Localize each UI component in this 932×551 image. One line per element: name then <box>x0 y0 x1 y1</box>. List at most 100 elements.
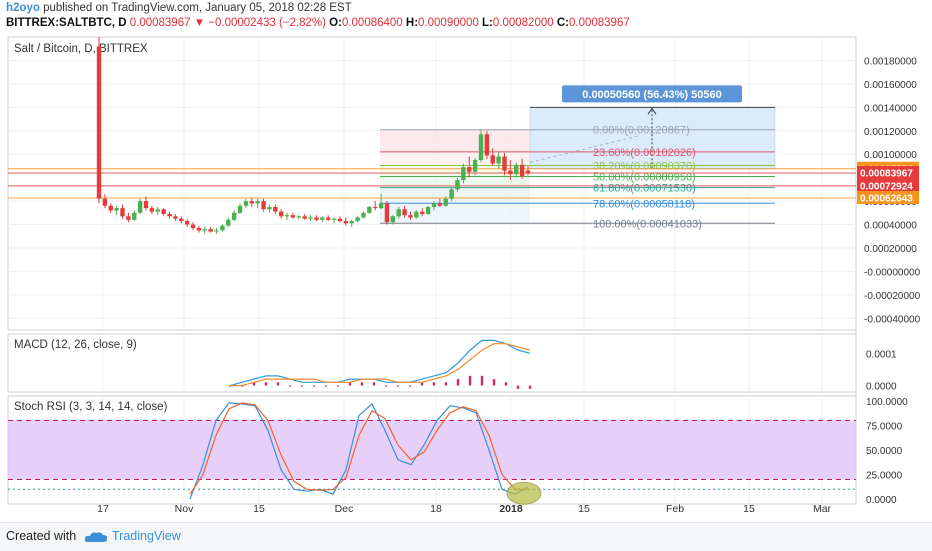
candle-body <box>496 156 501 164</box>
candle-body <box>302 216 307 219</box>
macd-hist-bar <box>528 385 532 389</box>
price-tag-2: 0.00072924 <box>860 181 913 192</box>
candle-body <box>184 221 190 225</box>
candle-body <box>278 211 284 217</box>
candle-body <box>114 208 119 211</box>
x-tick-label: 15 <box>743 503 755 515</box>
rsi-series-0 <box>189 402 529 500</box>
rsi-y-tick: 75.0000 <box>866 421 903 432</box>
x-tick-label: Dec <box>335 503 354 515</box>
fib-label-3: 50.00%(0.00080950) <box>593 172 696 184</box>
macd-hist-bar <box>516 385 520 389</box>
candle-body <box>331 218 337 220</box>
fib-zone-4 <box>380 187 530 204</box>
tradingview-link[interactable]: TradingView <box>112 529 181 543</box>
candle-body <box>108 205 113 211</box>
fib-zone-0 <box>380 129 530 152</box>
arrow-up-icon <box>647 107 657 115</box>
price-tag-bg-2 <box>857 178 919 192</box>
candle-body <box>208 229 213 232</box>
fib-label-4: 61.80%(0.00071530) <box>593 183 696 195</box>
price-tag-3: 0.00062643 <box>860 193 913 204</box>
candle-body <box>249 201 254 204</box>
candle-body <box>226 219 231 226</box>
macd-hist-bar <box>444 382 448 386</box>
candle-body <box>143 201 149 209</box>
macd-hist-bar <box>432 382 436 386</box>
candle-body <box>455 179 460 190</box>
y-tick-label: 0.00020000 <box>864 244 917 255</box>
y-tick-label: -0.00020000 <box>864 291 921 302</box>
candle-body <box>420 211 425 214</box>
projection-label: 0.00050560 (56.43%) 50560 <box>582 89 721 101</box>
macd-hist-bar <box>492 379 496 386</box>
candle-body <box>425 206 431 214</box>
low-value: 0.00082000 <box>492 17 554 29</box>
candle-body <box>132 212 137 220</box>
candle-body <box>126 216 131 220</box>
candle-body <box>261 201 266 210</box>
macd-hist-bar <box>480 375 484 386</box>
macd-hist-bar <box>348 382 352 386</box>
macd-hist-bar <box>252 382 256 386</box>
candle-body <box>149 208 155 212</box>
projection-box <box>529 107 776 169</box>
rsi-y-tick: 50.0000 <box>866 446 903 457</box>
candle-body <box>214 230 219 232</box>
x-tick-label: 18 <box>430 503 442 515</box>
candle-body <box>167 213 172 217</box>
chart-canvas[interactable]: 17 Nov 15 Dec 18 2018 15 Feb 15 Mar 0.00180000 0.00… <box>0 32 932 522</box>
candle-body <box>308 217 313 219</box>
rsi-y-tick: 100.0000 <box>866 397 908 408</box>
candle-body <box>267 206 272 210</box>
fib-zone-1 <box>380 151 530 166</box>
rsi-y-tick: 25.0000 <box>866 471 903 482</box>
price-tag-bg-1 <box>857 165 919 179</box>
fib-label-5: 78.60%(0.00058118) <box>593 198 695 210</box>
y-tick-label: 0.00140000 <box>864 103 917 114</box>
candle-body <box>402 209 407 216</box>
candle-body <box>337 218 343 222</box>
candle-body <box>484 134 490 156</box>
rsi-title: Stoch RSI (3, 3, 14, 14, close) <box>14 401 168 413</box>
candle-body <box>461 167 466 180</box>
fib-zone-5 <box>380 203 530 224</box>
fib-zone-2 <box>380 165 530 177</box>
macd-y-tick: 0.0000 <box>866 382 897 393</box>
candle-body <box>296 216 302 218</box>
candle-body <box>414 211 419 218</box>
candle-body <box>478 134 484 161</box>
macd-hist-bar <box>468 375 472 386</box>
macd-hist-bar <box>420 382 424 386</box>
x-tick-label: Feb <box>666 503 684 515</box>
candle-body <box>284 215 290 217</box>
candle-body <box>349 221 354 224</box>
candle-body <box>472 160 478 172</box>
y-tick-label: 0.00100000 <box>864 150 917 161</box>
fib-label-2: 38.20%(0.00090370) <box>593 160 696 172</box>
close-value: 0.00083967 <box>568 17 630 29</box>
last-price: 0.00083967 <box>129 17 191 29</box>
macd-hist-bar <box>288 385 292 387</box>
fib-label-1: 23.60%(0.00102026) <box>593 147 696 159</box>
candle-body <box>179 218 184 222</box>
candle-body <box>384 203 390 223</box>
candle-body <box>361 212 366 218</box>
x-tick-label: Mar <box>813 503 832 515</box>
candle-body <box>120 208 125 217</box>
y-tick-label: -0.00040000 <box>864 314 921 325</box>
oversold-highlight <box>506 481 542 505</box>
candle-body <box>196 228 202 231</box>
candle-body <box>243 201 249 206</box>
publisher-name[interactable]: h2oyo <box>6 2 40 14</box>
low-label: L: <box>482 17 493 29</box>
high-label: H: <box>405 17 419 29</box>
y-tick-label: 0.00160000 <box>864 80 917 91</box>
rsi-y-tick: 0.0000 <box>866 495 897 506</box>
candle-body <box>190 224 196 229</box>
candle-body <box>231 212 237 220</box>
macd-hist-bar <box>324 385 328 387</box>
candle-body <box>355 217 360 222</box>
candle-body <box>508 170 513 175</box>
candle-body <box>102 198 108 206</box>
